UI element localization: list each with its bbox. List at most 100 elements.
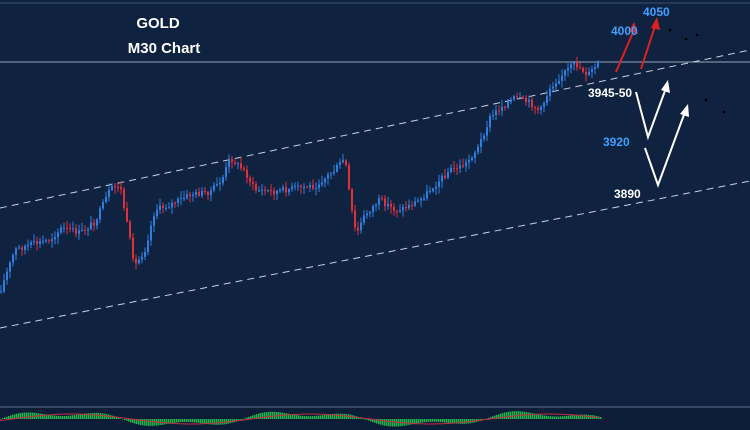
candle-body — [429, 191, 431, 192]
candle-body — [354, 210, 356, 228]
oscillator-bar — [20, 413, 22, 419]
candle-body — [180, 198, 182, 200]
oscillator-bar — [552, 416, 554, 419]
oscillator-bar — [164, 419, 166, 425]
oscillator-bar — [182, 419, 184, 422]
chart-subtitle: M30 Chart — [128, 40, 201, 57]
oscillator-bar — [100, 413, 102, 419]
candle-body — [147, 240, 149, 253]
oscillator-bar — [328, 414, 330, 419]
oscillator-bar — [46, 414, 48, 419]
candle-body — [309, 185, 311, 188]
oscillator-bar — [264, 412, 266, 419]
oscillator-bar — [534, 413, 536, 419]
oscillator-bar — [130, 419, 132, 423]
candle-body — [306, 186, 308, 188]
oscillator-bar — [78, 414, 80, 419]
candle-body — [420, 198, 422, 201]
candle-body — [276, 190, 278, 195]
oscillator-bar — [322, 415, 324, 419]
oscillator-bar — [288, 413, 290, 419]
candle-body — [465, 162, 467, 167]
oscillator-bar — [334, 413, 336, 419]
support-3920-label: 3920 — [603, 135, 630, 149]
oscillator-bar — [194, 419, 196, 423]
oscillator-bar — [96, 412, 98, 419]
oscillator-bar — [62, 416, 64, 419]
oscillator-bar — [528, 412, 530, 419]
candle-body — [462, 165, 464, 167]
oscillator-bar — [408, 419, 410, 425]
candle-body — [6, 271, 8, 281]
candle-body — [594, 67, 596, 70]
oscillator-bar — [326, 414, 328, 419]
candle-body — [393, 206, 395, 211]
candle-body — [441, 175, 443, 182]
candle-body — [12, 255, 14, 263]
candle-body — [498, 110, 500, 112]
oscillator-bar — [556, 416, 558, 419]
oscillator-bar — [392, 419, 394, 427]
oscillator-bar — [490, 417, 492, 419]
oscillator-bar — [292, 414, 294, 419]
candle-body — [585, 71, 587, 75]
oscillator-bar — [342, 413, 344, 419]
target-4050-label: 4050 — [643, 5, 670, 19]
candle-body — [435, 186, 437, 189]
oscillator-bar — [250, 416, 252, 419]
dot — [722, 110, 726, 114]
candle-body — [78, 230, 80, 234]
oscillator-bar — [396, 419, 398, 427]
oscillator-bar — [300, 415, 302, 419]
oscillator-bar — [220, 419, 222, 425]
candle-body — [447, 172, 449, 178]
oscillator-bar — [212, 419, 214, 425]
white-zigzag-1 — [635, 87, 667, 141]
oscillator-bar — [550, 416, 552, 419]
scatter-dots — [668, 28, 726, 114]
oscillator-bar — [146, 419, 148, 426]
oscillator-bar — [512, 411, 514, 419]
candle-body — [357, 227, 359, 231]
oscillator-bar — [92, 412, 94, 419]
oscillator-bar — [508, 411, 510, 419]
oscillator-bar — [60, 416, 62, 419]
candle-body — [33, 241, 35, 243]
oscillator-bar — [436, 419, 438, 422]
oscillator-bar — [2, 418, 4, 419]
candle-body — [411, 204, 413, 206]
candle-body — [549, 88, 551, 97]
oscillator-bar — [168, 419, 170, 424]
oscillator-bar — [172, 419, 174, 423]
oscillator-bar — [428, 419, 430, 422]
candle-body — [45, 240, 47, 242]
dot — [704, 98, 708, 102]
oscillator-bar — [70, 415, 72, 419]
oscillator-bar — [88, 413, 90, 419]
oscillator-bar — [404, 419, 406, 426]
oscillator-bar — [56, 415, 58, 419]
oscillator-bar — [204, 419, 206, 424]
oscillator-bar — [124, 419, 126, 421]
candle-body — [192, 194, 194, 197]
white-zigzag-1-head — [661, 80, 670, 93]
candle-body — [204, 190, 206, 192]
oscillator-bar — [76, 414, 78, 419]
candle-body — [261, 189, 263, 191]
candle-body — [24, 246, 26, 250]
oscillator-bar — [380, 419, 382, 425]
oscillator-bar — [162, 419, 164, 425]
candle-body — [279, 189, 281, 191]
oscillator-bar — [570, 415, 572, 419]
candle-body — [366, 213, 368, 216]
candle-body — [576, 62, 578, 68]
candle-body — [438, 181, 440, 187]
dot — [695, 33, 699, 37]
oscillator-bar — [104, 413, 106, 419]
oscillator-bar — [90, 413, 92, 419]
candle-body — [108, 189, 110, 197]
oscillator-bar — [530, 412, 532, 419]
candle-body — [30, 242, 32, 245]
candle-body — [408, 204, 410, 209]
